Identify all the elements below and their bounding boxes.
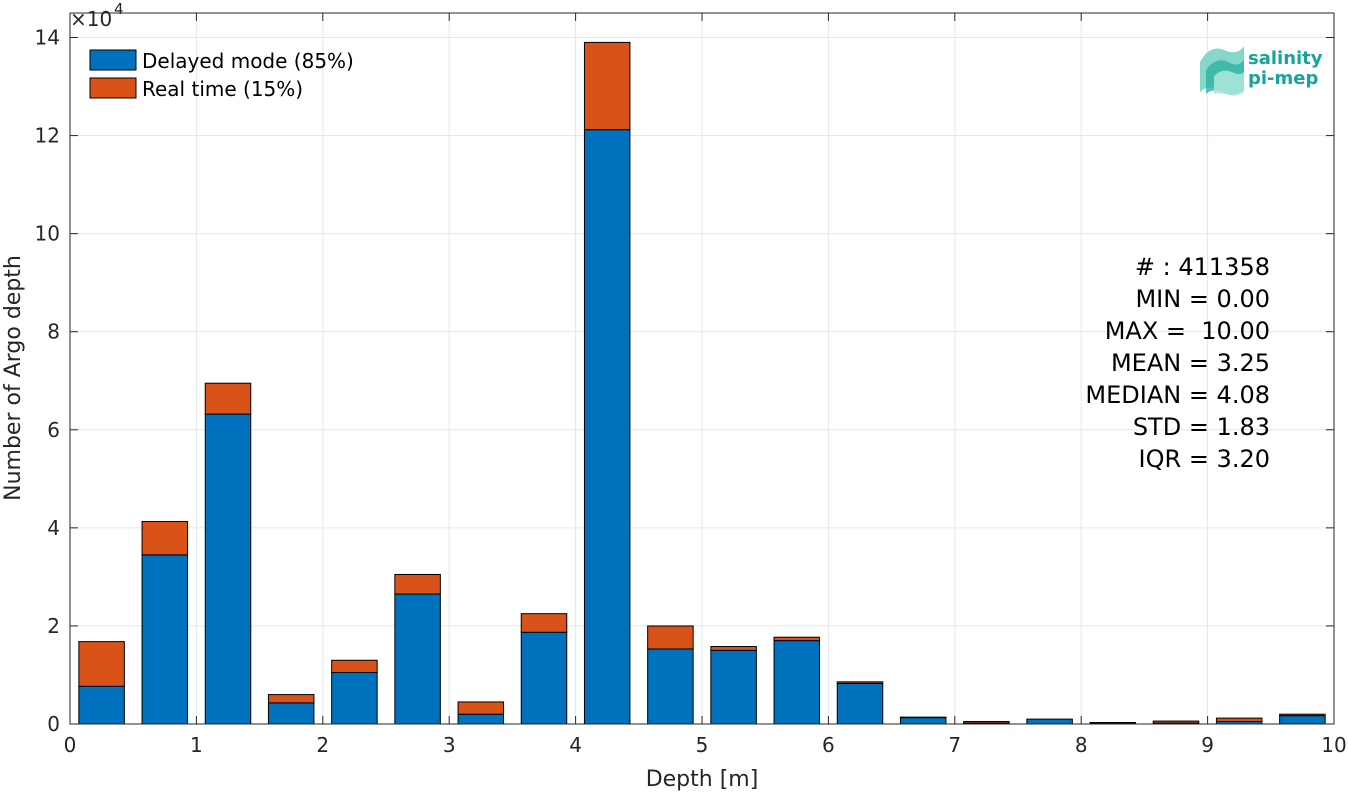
bar-real-time (1152, 720, 1200, 724)
bar-real-time (710, 646, 757, 651)
bar-real-time (1279, 713, 1326, 717)
bar-real-time (394, 573, 441, 595)
salinity-pi-mep-logo: salinity pi-mep (1200, 46, 1323, 96)
x-tick-label: 6 (822, 733, 835, 757)
y-tick-label: 0 (47, 712, 60, 736)
plot-frame (69, 12, 1335, 725)
x-tick-label: 3 (443, 733, 456, 757)
stat-mean: MEAN = 3.25 (1111, 349, 1270, 377)
wave-icon (1200, 46, 1244, 96)
legend-swatch-realtime (89, 77, 137, 99)
stats-annotation: # : 411358 MIN = 0.00 MAX = 10.00 MEAN =… (1085, 253, 1270, 473)
y-tick-label: 10 (35, 222, 60, 246)
bar-delayed-mode (899, 717, 947, 725)
x-tick-label: 1 (190, 733, 203, 757)
x-tick-label: 9 (1201, 733, 1214, 757)
x-tick-label: 10 (1321, 733, 1346, 757)
legend-swatch-delayed (89, 49, 137, 71)
legend-label-delayed: Delayed mode (85%) (142, 49, 354, 73)
bar-real-time (773, 636, 821, 642)
x-tick-label: 8 (1075, 733, 1088, 757)
bar-real-time (267, 694, 315, 704)
x-tick-label: 4 (569, 733, 582, 757)
x-axis-label: Depth [m] (646, 767, 759, 792)
x-tick-label: 7 (948, 733, 961, 757)
y-multiplier-base: ×10 (70, 7, 112, 31)
bar-real-time (457, 701, 505, 715)
axes (69, 12, 1335, 725)
bar-real-time (583, 41, 631, 131)
bar-delayed-mode (583, 129, 631, 725)
bar-delayed-mode (331, 672, 378, 725)
bar-delayed-mode (457, 713, 505, 725)
bar-delayed-mode (710, 649, 757, 725)
bar-delayed-mode (78, 685, 125, 725)
bar-delayed-mode (836, 682, 884, 725)
x-tick-labels: 0 1 2 3 4 5 6 7 8 9 10 (64, 733, 1347, 757)
y-tick-label: 14 (35, 26, 60, 50)
y-tick-label: 12 (35, 124, 60, 148)
stat-iqr: IQR = 3.20 (1139, 445, 1270, 473)
bar-real-time (1215, 717, 1263, 723)
bar-delayed-mode (520, 631, 568, 725)
y-axis-label: Number of Argo depth (1, 255, 26, 501)
bar-real-time (520, 613, 568, 633)
stat-max: MAX = 10.00 (1105, 317, 1270, 345)
x-tick-label: 2 (316, 733, 329, 757)
y-tick-label: 4 (47, 516, 60, 540)
y-multiplier: ×10 4 (70, 0, 124, 31)
legend-label-realtime: Real time (15%) (142, 77, 303, 101)
bar-real-time (141, 520, 189, 556)
y-tick-label: 8 (47, 320, 60, 344)
x-tick-label: 5 (696, 733, 709, 757)
logo-text-line1: salinity (1248, 48, 1323, 69)
bar-real-time (647, 625, 694, 650)
bar-delayed-mode (204, 413, 252, 725)
bar-delayed-mode (647, 648, 694, 725)
bar-real-time (78, 641, 125, 687)
bar-real-time (204, 382, 252, 415)
bar-real-time (331, 659, 378, 674)
bar-delayed-mode (1279, 715, 1326, 725)
logo-text-line2: pi-mep (1248, 68, 1318, 89)
y-tick-labels: 0 2 4 6 8 10 12 14 (35, 26, 60, 736)
legend: Delayed mode (85%) Real time (15%) (89, 49, 354, 101)
y-multiplier-exponent: 4 (114, 0, 124, 18)
stat-count: # : 411358 (1135, 253, 1270, 281)
bar-delayed-mode (773, 640, 821, 725)
bar-real-time (899, 716, 947, 719)
bar-delayed-mode (394, 593, 441, 725)
bar-real-time (836, 681, 884, 684)
bar-delayed-mode (141, 554, 189, 725)
bar-real-time (963, 721, 1010, 724)
stat-min: MIN = 0.00 (1135, 285, 1270, 313)
stat-median: MEDIAN = 4.08 (1085, 381, 1270, 409)
stat-std: STD = 1.83 (1133, 413, 1270, 441)
bar-delayed-mode (1026, 718, 1073, 725)
x-tick-label: 0 (64, 733, 77, 757)
bar-real-time (1089, 722, 1137, 724)
y-tick-label: 6 (47, 418, 60, 442)
bar-delayed-mode (267, 702, 315, 725)
y-tick-label: 2 (47, 614, 60, 638)
